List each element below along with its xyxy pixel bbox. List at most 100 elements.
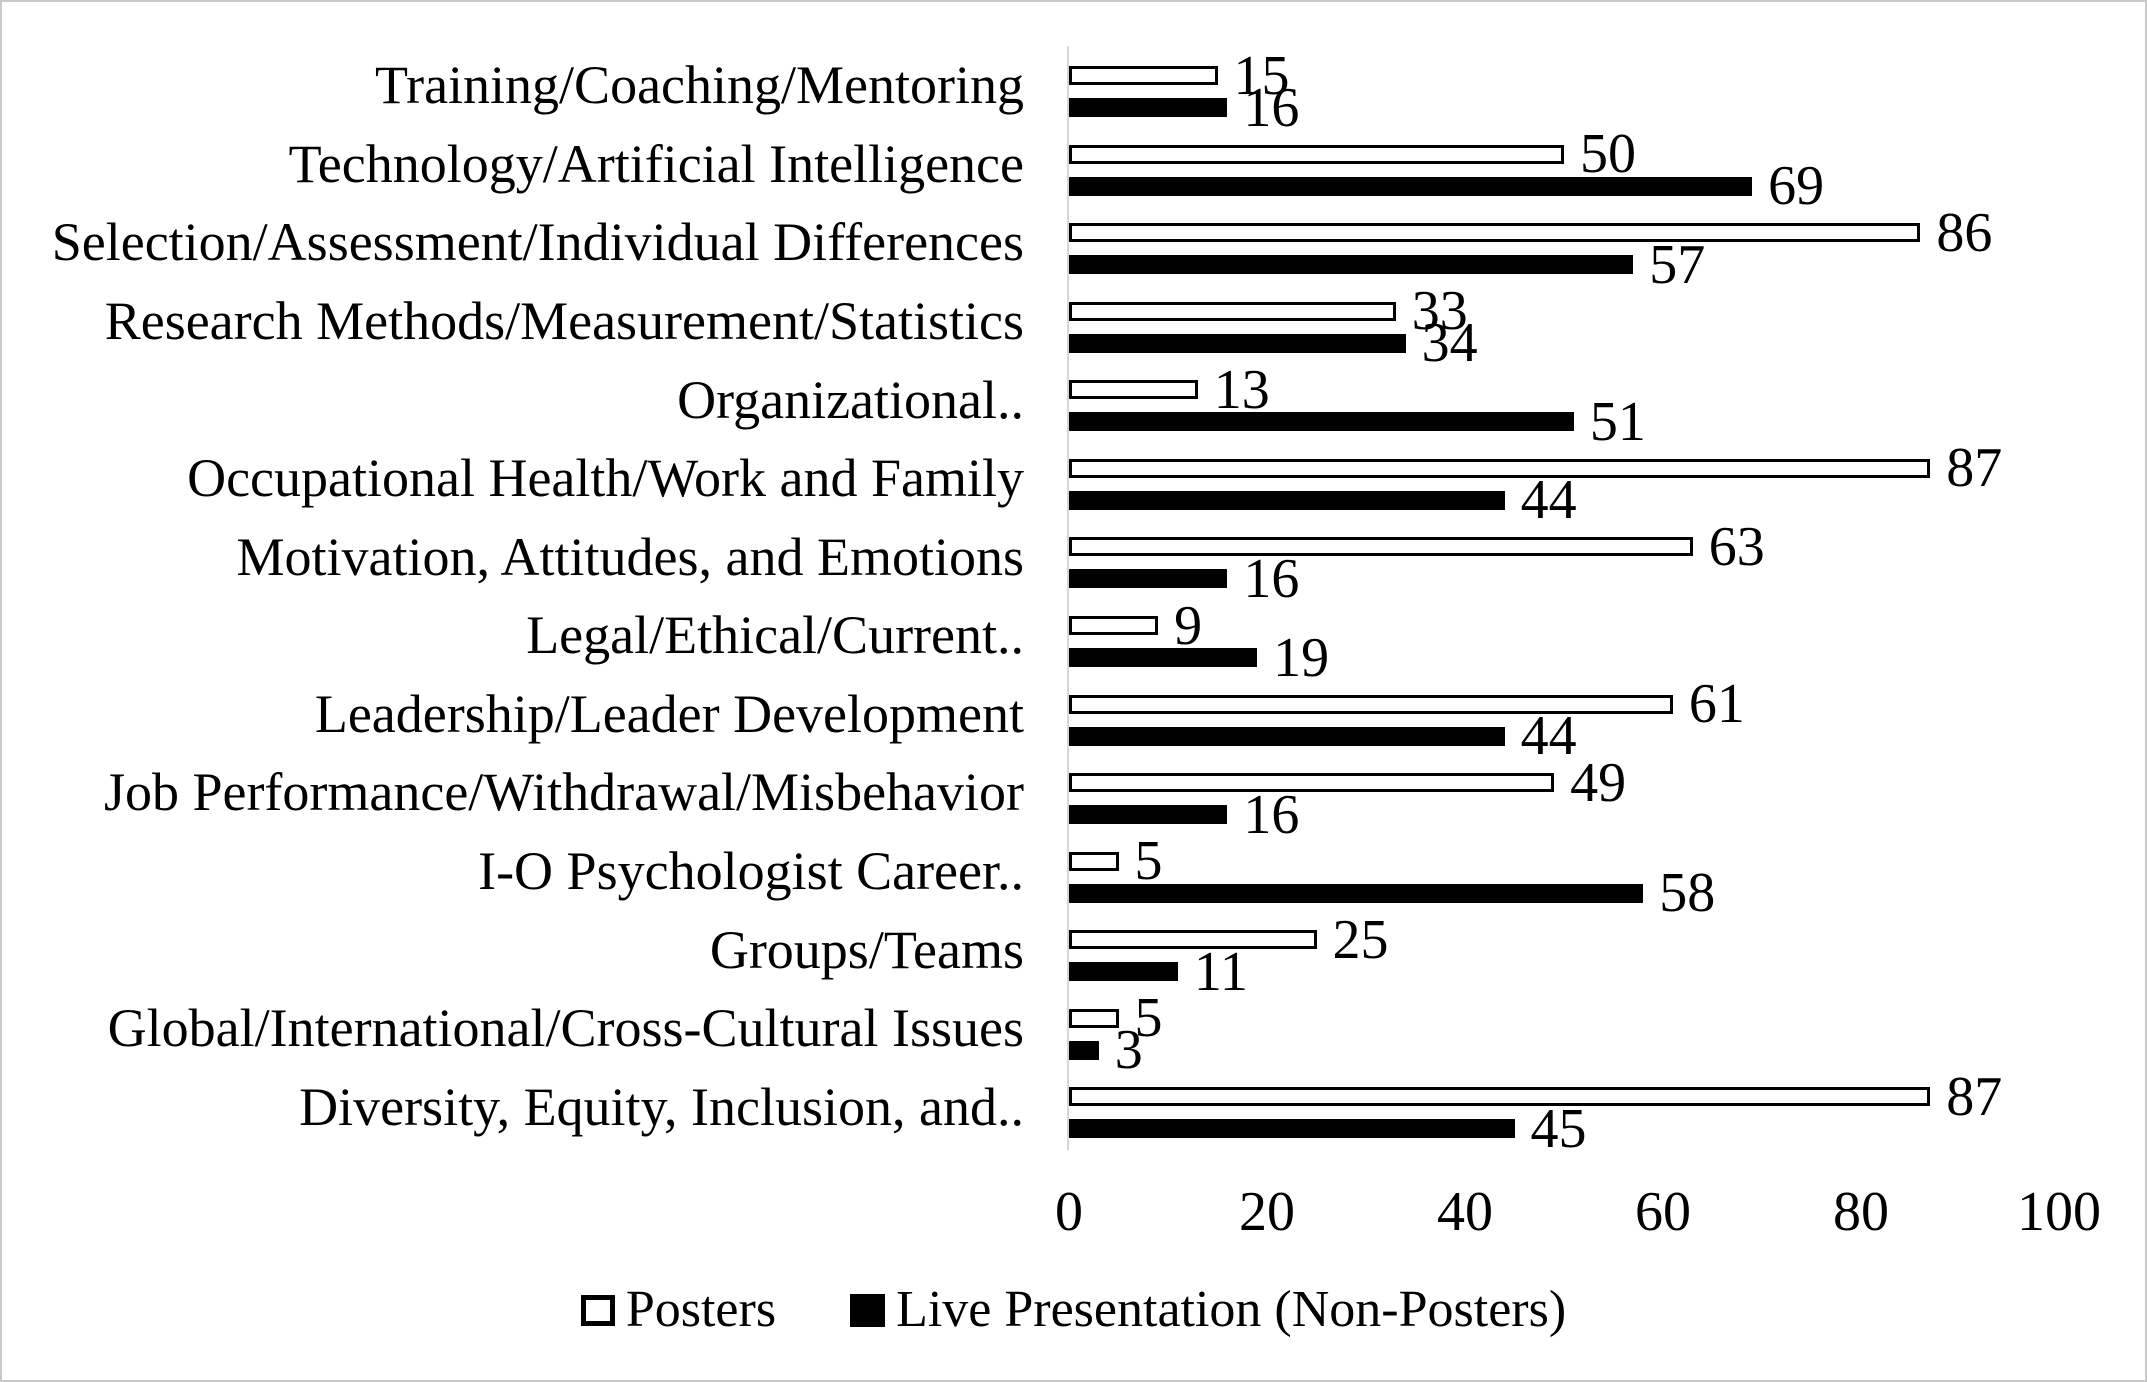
posters-bar-row: 13 bbox=[1069, 362, 2059, 418]
posters-bar-row: 61 bbox=[1069, 676, 2059, 732]
category-label: Occupational Health/Work and Family bbox=[187, 448, 1024, 509]
live-presentation-bar bbox=[1069, 1040, 1099, 1060]
legend-label-live-presentation: Live Presentation (Non-Posters) bbox=[896, 1281, 1567, 1338]
posters-bar-row: 15 bbox=[1069, 48, 2059, 104]
category-label: Motivation, Attitudes, and Emotions bbox=[236, 526, 1024, 587]
posters-bar bbox=[1069, 1087, 1931, 1107]
live-presentation-value-label: 16 bbox=[1243, 547, 1300, 610]
posters-bar bbox=[1069, 223, 1921, 243]
x-axis-tick-label: 80 bbox=[1833, 1181, 1889, 1243]
category-label: Global/International/Cross-Cultural Issu… bbox=[107, 998, 1024, 1059]
posters-bar bbox=[1069, 380, 1198, 400]
live-presentation-value-label: 11 bbox=[1193, 940, 1248, 1003]
category-label: Job Performance/Withdrawal/Misbehavior bbox=[103, 762, 1024, 823]
posters-value-label: 87 bbox=[1946, 437, 2003, 500]
live-presentation-bar-row: 34 bbox=[1069, 315, 2059, 371]
x-axis-ticks: 0 20 40 60 80 100 bbox=[1055, 1181, 2101, 1244]
category-band: 50 69 bbox=[1069, 125, 2059, 214]
live-presentation-bar-row: 57 bbox=[1069, 237, 2059, 293]
category-band: 33 34 bbox=[1069, 282, 2059, 371]
legend: Posters Live Presentation (Non-Posters) bbox=[2, 1284, 2145, 1336]
category-band: 9 19 bbox=[1069, 596, 2059, 686]
live-presentation-bar-row: 19 bbox=[1069, 630, 2059, 686]
category-band: 86 57 bbox=[1069, 203, 2059, 293]
live-presentation-bar bbox=[1069, 333, 1406, 353]
live-presentation-value-label: 3 bbox=[1114, 1019, 1143, 1082]
category-band: 5 58 bbox=[1069, 832, 2059, 921]
live-presentation-bar-row: 44 bbox=[1069, 472, 2059, 528]
posters-swatch-icon bbox=[580, 1294, 615, 1326]
posters-value-label: 9 bbox=[1174, 594, 1203, 657]
live-presentation-value-label: 58 bbox=[1659, 862, 1716, 925]
legend-label-posters: Posters bbox=[625, 1281, 777, 1338]
posters-bar bbox=[1069, 1008, 1119, 1028]
posters-bar-row: 86 bbox=[1069, 205, 2059, 261]
posters-bar bbox=[1069, 616, 1159, 635]
posters-bar bbox=[1069, 144, 1564, 164]
live-presentation-swatch-icon bbox=[850, 1293, 886, 1327]
live-presentation-bar bbox=[1069, 490, 1505, 510]
category-label: Diversity, Equity, Inclusion, and.. bbox=[299, 1076, 1024, 1137]
plot-area: 15 16 50 69 86 57 33 34 13 51 87 44 63 16 9 19 61 44 49 16 5… bbox=[1069, 46, 2059, 1157]
posters-value-label: 49 bbox=[1570, 751, 1627, 814]
live-presentation-value-label: 16 bbox=[1243, 783, 1300, 846]
category-band: 61 44 bbox=[1069, 675, 2059, 764]
live-presentation-value-label: 51 bbox=[1589, 390, 1646, 453]
live-presentation-bar bbox=[1069, 962, 1178, 982]
posters-bar bbox=[1069, 773, 1555, 793]
y-axis-line bbox=[1067, 46, 1069, 1150]
posters-bar-row: 9 bbox=[1069, 598, 2059, 654]
live-presentation-bar bbox=[1069, 805, 1228, 825]
live-presentation-bar bbox=[1069, 1119, 1515, 1139]
posters-value-label: 87 bbox=[1946, 1065, 2003, 1128]
posters-value-label: 5 bbox=[1134, 987, 1163, 1050]
live-presentation-bar bbox=[1069, 98, 1228, 117]
posters-value-label: 15 bbox=[1233, 44, 1290, 107]
live-presentation-bar-row: 69 bbox=[1069, 158, 2059, 214]
category-band: 63 16 bbox=[1069, 515, 2059, 607]
x-axis-tick-label: 0 bbox=[1055, 1181, 1083, 1243]
posters-value-label: 33 bbox=[1411, 280, 1468, 343]
legend-item-live-presentation: Live Presentation (Non-Posters) bbox=[850, 1284, 1566, 1336]
posters-bar bbox=[1069, 66, 1218, 85]
category-label: I-O Psychologist Career.. bbox=[478, 840, 1024, 901]
live-presentation-bar bbox=[1069, 883, 1644, 903]
live-presentation-value-label: 16 bbox=[1243, 76, 1300, 139]
legend-item-posters: Posters bbox=[580, 1281, 777, 1338]
x-axis-tick-label: 20 bbox=[1239, 1181, 1295, 1243]
live-presentation-bar-row: 51 bbox=[1069, 394, 2059, 450]
category-band: 87 44 bbox=[1069, 439, 2059, 528]
category-band: 15 16 bbox=[1069, 46, 2059, 136]
live-presentation-bar-row: 16 bbox=[1069, 80, 2059, 136]
live-presentation-bar-row: 16 bbox=[1069, 551, 2059, 607]
posters-bar bbox=[1069, 930, 1317, 950]
posters-bar-row: 25 bbox=[1069, 912, 2059, 968]
live-presentation-bar bbox=[1069, 648, 1258, 667]
posters-bar-row: 87 bbox=[1069, 440, 2059, 496]
category-label: Research Methods/Measurement/Statistics bbox=[104, 290, 1024, 351]
live-presentation-value-label: 69 bbox=[1768, 155, 1825, 218]
live-presentation-value-label: 44 bbox=[1520, 705, 1577, 768]
posters-bar-row: 5 bbox=[1069, 833, 2059, 889]
posters-value-label: 50 bbox=[1580, 123, 1636, 186]
x-axis-tick-label: 100 bbox=[2017, 1181, 2101, 1243]
posters-bar-row: 87 bbox=[1069, 1069, 2059, 1125]
posters-value-label: 13 bbox=[1213, 358, 1270, 421]
posters-value-label: 61 bbox=[1688, 673, 1745, 736]
live-presentation-value-label: 44 bbox=[1520, 469, 1577, 532]
live-presentation-value-label: 34 bbox=[1421, 312, 1478, 375]
posters-bar bbox=[1069, 851, 1119, 871]
live-presentation-bar-row: 3 bbox=[1069, 1022, 2059, 1078]
posters-bar-row: 49 bbox=[1069, 755, 2059, 811]
live-presentation-bar bbox=[1069, 726, 1505, 746]
live-presentation-bar bbox=[1069, 255, 1634, 275]
posters-value-label: 86 bbox=[1936, 201, 1993, 264]
live-presentation-bar bbox=[1069, 176, 1753, 196]
x-axis-tick-label: 40 bbox=[1437, 1181, 1493, 1243]
posters-value-label: 63 bbox=[1708, 515, 1765, 578]
posters-bar-row: 50 bbox=[1069, 126, 2059, 182]
posters-bar bbox=[1069, 301, 1396, 321]
posters-bar-row: 33 bbox=[1069, 283, 2059, 339]
